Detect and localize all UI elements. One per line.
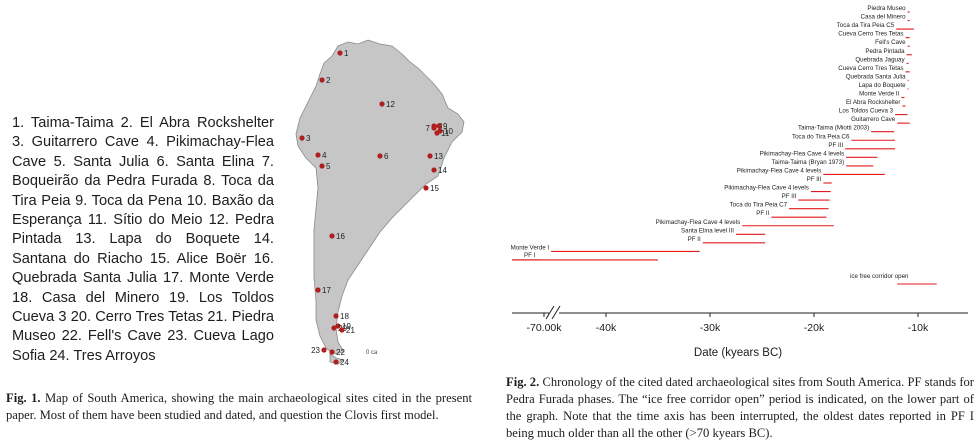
range-label: PF III bbox=[782, 193, 797, 200]
site-number-9: 9 bbox=[443, 122, 448, 131]
site-number-23: 23 bbox=[311, 346, 320, 355]
x-tick-label: -20k bbox=[804, 322, 825, 334]
site-number-3: 3 bbox=[306, 134, 311, 143]
range-label: Los Toldos Cueva 3 bbox=[839, 108, 894, 115]
x-tick-label: -40k bbox=[596, 322, 617, 334]
site-marker-22 bbox=[329, 349, 335, 355]
range-label: Fell's Cave bbox=[875, 39, 906, 46]
range-label: Toca do Tira Peia C6 bbox=[792, 133, 850, 140]
axis-break-mark-2 bbox=[551, 305, 561, 320]
range-label: Pikimachay-Flea Cave 4 levels bbox=[760, 150, 845, 157]
site-number-2: 2 bbox=[326, 76, 331, 85]
site-marker-18 bbox=[333, 313, 339, 319]
range-label: Taima-Taima (Miotti 2003) bbox=[798, 125, 869, 132]
range-label: Pikimachay-Flea Cave 4 levels bbox=[724, 185, 809, 192]
range-label: Cueva Cerro Tres Tetas bbox=[838, 31, 903, 38]
site-marker-12 bbox=[379, 101, 385, 107]
site-marker-17 bbox=[315, 287, 321, 293]
site-marker-19 bbox=[335, 323, 341, 329]
map-scale-label: 0 ca bbox=[366, 350, 378, 356]
site-marker-6 bbox=[377, 153, 383, 159]
site-number-4: 4 bbox=[322, 151, 327, 160]
site-marker-8 bbox=[431, 123, 437, 129]
x-tick-label: -10k bbox=[908, 322, 929, 334]
site-marker-4 bbox=[315, 152, 321, 158]
figure-2-label: Fig. 2. bbox=[506, 375, 540, 389]
axis-break-mark-1 bbox=[545, 305, 555, 320]
site-marker-1 bbox=[337, 50, 343, 56]
site-marker-2 bbox=[319, 77, 325, 83]
range-label: Pikimachay-Flea Cave 4 levels bbox=[656, 219, 741, 226]
range-label: Guitarrero Cave bbox=[851, 116, 896, 123]
site-number-16: 16 bbox=[336, 232, 345, 241]
site-number-19: 19 bbox=[342, 322, 351, 331]
range-label: Toca da Tira Peia C5 bbox=[837, 22, 895, 29]
range-label: PF III bbox=[828, 142, 843, 149]
site-marker-3 bbox=[299, 135, 305, 141]
range-label: PF II bbox=[756, 210, 769, 217]
range-label: Cueva Cerro Tres Tetas bbox=[838, 65, 903, 72]
site-number-11: 11 bbox=[441, 129, 450, 138]
figure-2-caption: Fig. 2. Chronology of the cited dated ar… bbox=[506, 374, 974, 442]
site-number-15: 15 bbox=[430, 184, 439, 193]
range-label: Monte Verde II bbox=[859, 91, 900, 98]
site-marker-15 bbox=[423, 185, 429, 191]
site-marker-24 bbox=[333, 359, 339, 365]
site-marker-5 bbox=[319, 163, 325, 169]
range-label: El Abra Rockshelter bbox=[846, 99, 900, 106]
figure-1-caption: Fig. 1. Map of South America, showing th… bbox=[6, 390, 472, 424]
range-label: Pikimachay-Flea Cave 4 levels bbox=[737, 167, 822, 174]
site-marker-16 bbox=[329, 233, 335, 239]
site-number-6: 6 bbox=[384, 152, 389, 161]
range-label: PF III bbox=[807, 176, 822, 183]
x-axis-title: Date (kyears BC) bbox=[694, 347, 782, 359]
site-number-1: 1 bbox=[344, 49, 349, 58]
x-tick-label: -30k bbox=[700, 322, 721, 334]
range-label: Quebrada Jaguay bbox=[855, 56, 905, 63]
range-label: Santa Elina level III bbox=[681, 227, 734, 234]
range-label: ice free corridor open bbox=[850, 273, 909, 280]
site-number-5: 5 bbox=[326, 162, 331, 171]
continent-shape bbox=[295, 39, 465, 355]
site-number-14: 14 bbox=[438, 166, 447, 175]
site-number-21: 21 bbox=[346, 326, 355, 335]
site-marker-21 bbox=[339, 327, 345, 333]
site-marker-14 bbox=[431, 167, 437, 173]
site-number-12: 12 bbox=[386, 100, 395, 109]
range-label: Toca do Tira Peia C7 bbox=[730, 202, 788, 209]
site-number-10: 10 bbox=[444, 127, 453, 136]
site-number-22: 22 bbox=[336, 348, 345, 357]
site-marker-9 bbox=[436, 123, 442, 129]
site-number-7: 7 bbox=[426, 124, 431, 133]
site-number-24: 24 bbox=[340, 358, 349, 367]
range-label: Pedra Pintada bbox=[865, 48, 905, 55]
site-legend: 1. Taima-Taima 2. El Abra Rockshelter 3.… bbox=[12, 115, 274, 364]
site-number-17: 17 bbox=[322, 286, 331, 295]
range-label: PF I bbox=[524, 252, 536, 259]
axis-break-gap bbox=[549, 306, 559, 320]
range-label: Taima-Taima (Bryan 1973) bbox=[772, 159, 845, 166]
x-tick-label: -70.00k bbox=[526, 322, 562, 334]
range-label: Piedra Museo bbox=[867, 5, 906, 12]
range-label: Lapa do Boquete bbox=[858, 82, 906, 89]
site-marker-20 bbox=[331, 325, 337, 331]
site-marker-13 bbox=[427, 153, 433, 159]
figure-2-caption-text: Chronology of the cited dated archaeolog… bbox=[506, 375, 974, 440]
south-america-map: 123456789101112131415161718192021222324 … bbox=[295, 39, 465, 367]
range-label: Monte Verde I bbox=[511, 244, 550, 251]
figure-1-caption-text: Map of South America, showing the main a… bbox=[6, 391, 472, 422]
site-number-18: 18 bbox=[340, 312, 349, 321]
range-label: Quebrada Santa Julia bbox=[846, 73, 906, 80]
figure-1-label: Fig. 1. bbox=[6, 391, 41, 405]
range-label: Casa del Minero bbox=[861, 14, 907, 21]
range-label: PF II bbox=[688, 236, 701, 243]
site-number-13: 13 bbox=[434, 152, 443, 161]
site-marker-11 bbox=[434, 130, 440, 136]
site-marker-23 bbox=[321, 347, 327, 353]
